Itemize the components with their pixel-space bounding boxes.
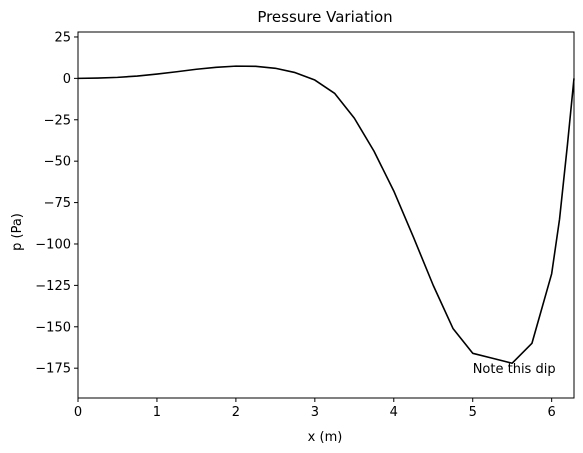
y-tick-label: −100 [35, 237, 71, 252]
y-tick-label: 0 [63, 72, 71, 87]
y-tick-label: −175 [35, 362, 71, 377]
axes-frame [77, 31, 575, 399]
data-line [77, 65, 575, 365]
y-tick-label: −75 [44, 196, 71, 211]
y-axis-label: p (Pa) [10, 213, 25, 251]
x-tick-label: 5 [469, 405, 477, 420]
y-tick-label: −50 [44, 155, 71, 170]
x-tick-label: 2 [232, 405, 240, 420]
y-tick-label: 25 [54, 30, 71, 45]
x-tick-label: 3 [311, 405, 319, 420]
y-tick-label: −150 [35, 320, 71, 335]
x-tick-label: 6 [548, 405, 556, 420]
x-tick-label: 0 [74, 405, 82, 420]
y-tick-label: −125 [35, 279, 71, 294]
chart-title: Pressure Variation [257, 8, 392, 26]
x-tick-label: 4 [390, 405, 398, 420]
y-tick-label: −25 [44, 113, 71, 128]
plot-area: 0 1 2 3 4 5 6 25 0 −25 −50 −75 −100 −125 −150 −175 Note … [35, 30, 575, 420]
x-tick-label: 1 [153, 405, 161, 420]
annotation-text: Note this dip [473, 362, 556, 377]
x-axis-label: x (m) [308, 430, 343, 445]
